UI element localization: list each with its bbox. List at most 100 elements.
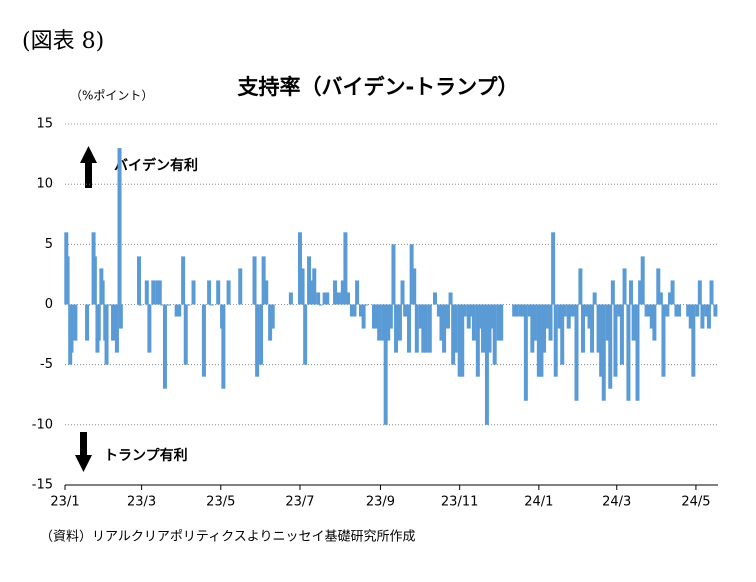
bar [157, 280, 162, 305]
bar [73, 304, 78, 341]
bar [697, 280, 702, 305]
annotation: バイデン有利 [114, 157, 198, 174]
bar [340, 280, 345, 305]
x-tick-label: 24/3 [602, 495, 631, 510]
bar [270, 304, 275, 329]
bar [355, 280, 360, 305]
bar [346, 292, 351, 305]
y-tick-label: 15 [36, 117, 53, 132]
bar [166, 304, 171, 306]
bar [352, 304, 357, 317]
bar [551, 232, 556, 305]
bar [704, 304, 709, 317]
bar [574, 304, 579, 401]
bar [394, 304, 399, 353]
bar [96, 304, 101, 341]
bar [151, 280, 156, 305]
bar [414, 304, 419, 353]
bar [640, 256, 645, 305]
bar [713, 304, 718, 317]
bar [601, 304, 606, 401]
bar [104, 304, 109, 365]
bar [423, 304, 428, 353]
bar [542, 304, 547, 353]
bar [325, 292, 330, 305]
bar [238, 268, 243, 305]
bar [622, 268, 627, 305]
bar [421, 304, 426, 353]
bar [377, 304, 382, 341]
bar [580, 304, 585, 353]
bar [183, 304, 188, 365]
source-note: （資料）リアルクリアポリティクスよりニッセイ基礎研究所作成 [40, 530, 415, 545]
bar [478, 304, 483, 329]
x-tick-label: 23/11 [441, 495, 478, 510]
bar [261, 256, 266, 305]
bar [530, 304, 535, 353]
bar [656, 268, 661, 305]
bar [661, 304, 666, 377]
bar [69, 304, 74, 353]
bar [560, 304, 565, 365]
bar [268, 304, 273, 341]
bar [303, 304, 308, 365]
bar [307, 256, 312, 305]
bar [322, 292, 327, 305]
bar [610, 280, 615, 305]
bar [117, 148, 122, 305]
bar [391, 244, 396, 305]
bar [333, 280, 338, 305]
bar [532, 304, 537, 341]
bar [569, 304, 574, 317]
bar [300, 268, 305, 305]
arrow-up [80, 146, 97, 188]
bar [670, 280, 675, 305]
bar [523, 304, 528, 401]
bar [388, 304, 393, 329]
bar [162, 304, 167, 389]
bar [518, 304, 523, 317]
bar [583, 304, 588, 317]
bar [252, 256, 257, 305]
bar [107, 304, 112, 306]
bar [553, 304, 558, 377]
bar [649, 304, 654, 329]
bar [381, 304, 386, 341]
bar [487, 304, 492, 353]
bar [658, 292, 663, 305]
chart-title: 支持率（バイデン-トランプ） [237, 75, 518, 99]
y-tick-label: -10 [32, 417, 53, 432]
bar [492, 304, 497, 365]
bar [118, 304, 123, 329]
bar [619, 304, 624, 365]
bar [407, 304, 412, 353]
bar [587, 304, 592, 329]
bar [418, 304, 423, 329]
bar [397, 304, 402, 341]
bar [490, 304, 495, 329]
bar [644, 304, 649, 317]
bar [571, 304, 576, 317]
bar [496, 304, 501, 341]
bar [412, 268, 417, 305]
x-tick-label: 23/9 [366, 495, 395, 510]
bar [700, 304, 705, 329]
bar [288, 292, 293, 305]
bar [65, 256, 70, 305]
bar [578, 268, 583, 305]
bar [264, 280, 269, 305]
x-tick-label: 23/3 [127, 495, 156, 510]
x-tick-label: 23/1 [50, 495, 79, 510]
bar [557, 304, 562, 329]
bar [691, 304, 696, 377]
bar [527, 304, 532, 317]
bar [596, 304, 601, 353]
bar [638, 280, 643, 305]
bar [462, 304, 467, 317]
bar [297, 232, 302, 305]
bar [136, 256, 141, 305]
bar [386, 304, 391, 341]
bar [451, 304, 456, 365]
bar [371, 304, 376, 329]
